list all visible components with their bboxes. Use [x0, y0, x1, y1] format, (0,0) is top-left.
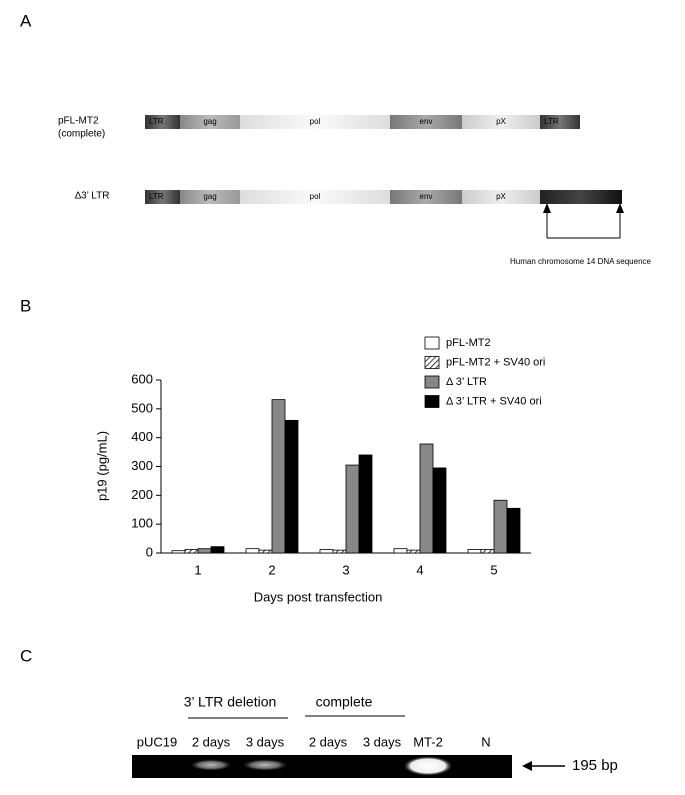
- legend-label: Δ 3’ LTR: [446, 376, 487, 388]
- bar: [171, 550, 186, 554]
- y-tick-label: 100: [131, 516, 153, 531]
- legend-swatch: [424, 375, 440, 389]
- y-axis-label: p19 (pg/mL): [94, 431, 109, 501]
- bar: [258, 549, 273, 554]
- bar: [197, 548, 212, 554]
- segment-label: pX: [496, 192, 506, 201]
- gel-band: [189, 759, 233, 771]
- bar: [480, 549, 495, 554]
- lane-label: MT-2: [413, 734, 443, 749]
- x-axis-label: Days post transfection: [254, 589, 383, 604]
- segment-label: LTR: [149, 192, 164, 201]
- genome-segment: [390, 115, 462, 129]
- y-tick-label: 300: [131, 458, 153, 473]
- bar: [184, 549, 199, 554]
- x-tick-label: 2: [268, 562, 275, 577]
- construct-label: ∆3’ LTR: [75, 191, 109, 202]
- lane-label: N: [481, 734, 490, 749]
- legend-label: pFL-MT2: [446, 337, 491, 349]
- bar: [245, 548, 260, 554]
- arrowhead: [522, 761, 532, 771]
- bar: [271, 399, 286, 554]
- bar: [358, 454, 373, 554]
- lane-label: 2 days: [309, 734, 348, 749]
- y-tick-label: 400: [131, 429, 153, 444]
- bar: [406, 549, 421, 554]
- annotation: Human chromosome 14 DNA sequence: [510, 257, 652, 266]
- y-tick-label: 0: [146, 544, 153, 559]
- panel-label: A: [20, 11, 32, 30]
- construct-label: pFL-MT2: [58, 116, 99, 127]
- gel-band: [241, 759, 289, 771]
- construct-label: (complete): [58, 129, 105, 140]
- genome-segment: [145, 190, 180, 204]
- arrowhead: [543, 203, 551, 213]
- panel-label: B: [20, 296, 31, 315]
- y-tick-label: 500: [131, 400, 153, 415]
- bar: [345, 464, 360, 554]
- genome-segment: [540, 115, 580, 129]
- genome-segment: [462, 190, 540, 204]
- bar: [210, 546, 225, 554]
- lane-label: 2 days: [192, 734, 231, 749]
- bar-chart: 0 100 200 300 400 500 600 1 2 3 4 5 pFL-MT2 pFL-MT2 +…: [131, 336, 545, 577]
- lane-labels: pUC19 2 days 3 days 2 days 3 days MT-2 N: [137, 734, 491, 749]
- x-tick-label: 4: [416, 562, 423, 577]
- y-tick-label: 600: [131, 371, 153, 386]
- bar: [393, 548, 408, 554]
- segment-label: gag: [203, 192, 216, 201]
- segment-label: pol: [310, 117, 321, 126]
- segment-label: pX: [496, 117, 506, 126]
- legend-label: pFL-MT2 + SV40 ori: [446, 356, 545, 368]
- panel-label: C: [20, 646, 32, 665]
- genome-segment: [240, 190, 390, 204]
- marker-label: 195 bp: [572, 757, 618, 774]
- genome-segment: [240, 115, 390, 129]
- bar: [284, 419, 299, 554]
- genome-segment: [180, 115, 240, 129]
- segment-label: gag: [203, 117, 216, 126]
- genome-segment: [180, 190, 240, 204]
- genome-segment: [145, 115, 180, 129]
- gel: [132, 755, 512, 778]
- legend-swatch: [424, 395, 440, 408]
- legend-swatch: [424, 336, 440, 350]
- bar: [332, 549, 347, 554]
- group-label: complete: [316, 694, 373, 710]
- lane-label: 3 days: [246, 734, 285, 749]
- legend-label: Δ 3’ LTR + SV40 ori: [446, 395, 542, 407]
- gel-band: [403, 756, 453, 776]
- x-tick-label: 5: [490, 562, 497, 577]
- bar: [493, 499, 508, 554]
- bar: [432, 467, 447, 554]
- segment-label: LTR: [149, 117, 164, 126]
- segment-label: LTR: [544, 117, 559, 126]
- segment-label: pol: [310, 192, 321, 201]
- human-dna-segment: [540, 190, 622, 204]
- x-tick-label: 1: [194, 562, 201, 577]
- bar: [506, 507, 521, 554]
- y-tick-label: 200: [131, 487, 153, 502]
- legend-swatch: [424, 356, 440, 369]
- segment-label: env: [420, 117, 433, 126]
- segment-label: env: [420, 192, 433, 201]
- lane-label: pUC19: [137, 734, 177, 749]
- genome-segment: [390, 190, 462, 204]
- lane-label: 3 days: [363, 734, 402, 749]
- x-tick-label: 3: [342, 562, 349, 577]
- bar: [419, 443, 434, 554]
- group-label: 3’ LTR deletion: [184, 694, 277, 710]
- arrowhead: [616, 203, 624, 213]
- bar: [319, 549, 334, 554]
- bar: [467, 549, 482, 554]
- genome-segment: [462, 115, 540, 129]
